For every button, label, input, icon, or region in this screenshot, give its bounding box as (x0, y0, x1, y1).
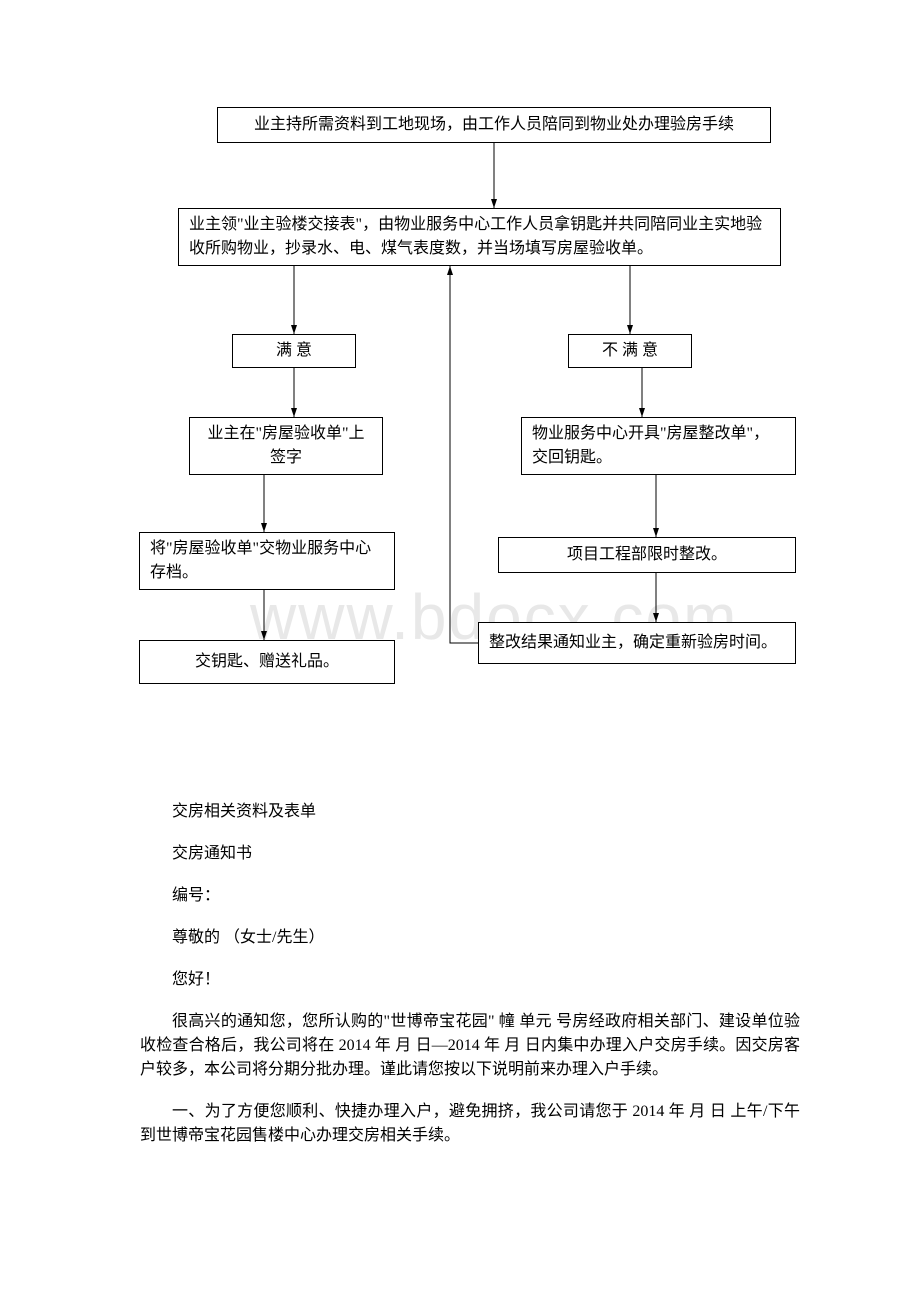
line-salutation: 尊敬的 （女士/先生） (140, 926, 800, 950)
document-body: 交房相关资料及表单 交房通知书 编号： 尊敬的 （女士/先生） 您好！ 很高兴的… (140, 800, 800, 1166)
line-number: 编号： (140, 884, 800, 908)
flowchart-edges (0, 100, 920, 710)
flowchart-node-n5: 业主在"房屋验收单"上签字 (189, 417, 383, 475)
flowchart-node-n2: 业主领"业主验楼交接表"，由物业服务中心工作人员拿钥匙并共同陪同业主实地验收所购… (178, 208, 781, 266)
flowchart-node-n7: 将"房屋验收单"交物业服务中心存档。 (139, 532, 395, 590)
flowchart-node-n9: 交钥匙、赠送礼品。 (139, 640, 395, 684)
paragraph-1: 很高兴的通知您，您所认购的"世博帝宝花园" 幢 单元 号房经政府相关部门、建设单… (140, 1010, 800, 1082)
line-greeting: 您好！ (140, 968, 800, 992)
flowchart-node-n4: 不 满 意 (568, 334, 692, 368)
paragraph-2: 一、为了方便您顺利、快捷办理入户，避免拥挤，我公司请您于 2014 年 月 日 … (140, 1100, 800, 1148)
flowchart-node-n1: 业主持所需资料到工地现场，由工作人员陪同到物业处办理验房手续 (217, 107, 771, 143)
heading-notice: 交房通知书 (140, 842, 800, 866)
flowchart-node-n10: 整改结果通知业主，确定重新验房时间。 (478, 622, 796, 664)
heading-materials: 交房相关资料及表单 (140, 800, 800, 824)
flowchart-node-n8: 项目工程部限时整改。 (498, 537, 796, 573)
flowchart-node-n6: 物业服务中心开具"房屋整改单"，交回钥匙。 (521, 417, 796, 475)
flowchart-node-n3: 满 意 (232, 334, 356, 368)
flowchart-container: 业主持所需资料到工地现场，由工作人员陪同到物业处办理验房手续业主领"业主验楼交接… (0, 100, 920, 710)
